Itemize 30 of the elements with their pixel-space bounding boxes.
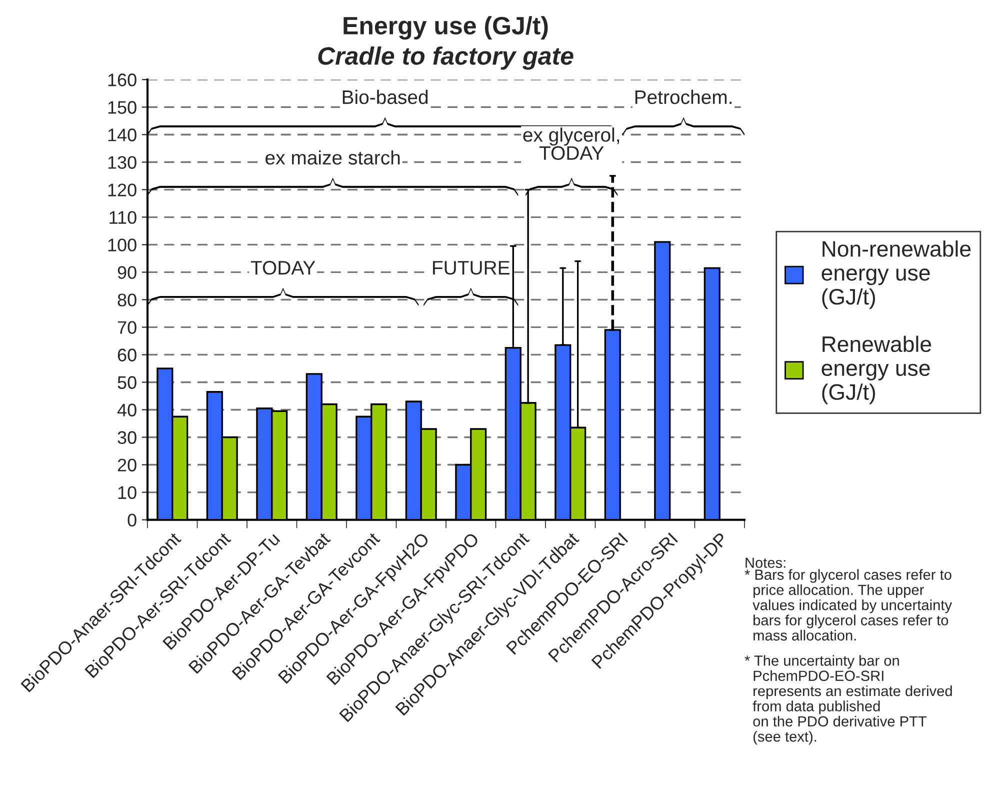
text: * The uncertainty bar on PchemPDO-EO-SRI represents an estimate derived from data published on the PDO derivative PTT (see text). [744,655,952,745]
annotation: Bio-based [342,90,428,104]
annotation: ex glycerol, TODAY [523,128,620,160]
chart-title: Energy use (GJ/t) [344,16,548,40]
annotation: TODAY [250,260,316,275]
y-tick-label: 120 [108,184,136,196]
y-tick-label: 20 [118,458,136,472]
y-tick-label: 50 [118,376,136,389]
y-tick-label: 150 [108,101,136,114]
y-tick-label: 90 [118,266,136,279]
chart-subtitle: Cradle to factory gate [318,46,574,70]
legend-label: Non-renewable energy use (GJ/t) [822,240,971,310]
y-tick-label: 110 [110,211,136,224]
y-tick-label: 130 [108,156,136,169]
y-tick-label: 80 [118,294,136,306]
text: Notes: [746,558,786,568]
annotation: ex maize starch [266,150,400,165]
y-tick-label: 30 [118,431,136,444]
y-tick-label: 70 [118,321,136,334]
annotation: Petrochem. [635,90,732,104]
y-tick-label: 100 [108,238,136,252]
annotation: FUTURE [433,261,510,275]
y-tick-label: 0 [128,514,136,527]
y-tick-label: 40 [117,404,136,416]
y-tick-label: 160 [108,74,136,86]
y-tick-label: 60 [118,348,136,362]
text: * Bars for glycerol cases refer to price allocation. The upper values indicated by uncertainty bars for glycerol cases refer to mass allocation. [744,569,952,641]
y-tick-label: 140 [108,128,136,142]
legend-label: Renewable energy use (GJ/t) [822,336,932,404]
y-tick-label: 10 [118,486,136,499]
